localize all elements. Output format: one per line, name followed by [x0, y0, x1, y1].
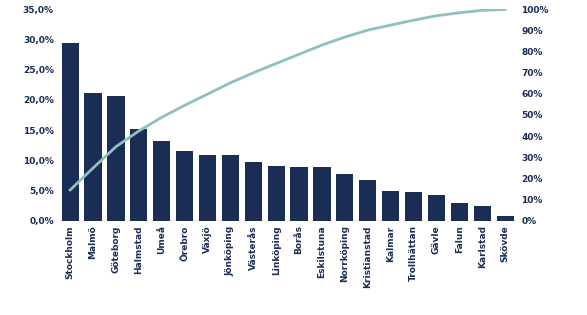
Bar	[222, 155, 239, 220]
Bar	[405, 192, 422, 220]
Bar	[336, 174, 353, 220]
Bar	[313, 167, 330, 220]
Bar	[245, 162, 262, 220]
Bar	[382, 191, 399, 220]
Bar	[451, 203, 468, 220]
Bar	[474, 206, 491, 220]
Bar	[130, 129, 147, 220]
Bar	[199, 155, 216, 220]
Bar	[153, 141, 170, 220]
Bar	[62, 43, 79, 220]
Bar	[176, 151, 193, 220]
Bar	[497, 216, 514, 220]
Bar	[85, 93, 102, 220]
Bar	[107, 96, 124, 220]
Bar	[291, 167, 308, 220]
Bar	[428, 195, 445, 220]
Bar	[268, 166, 285, 220]
Bar	[359, 180, 376, 220]
